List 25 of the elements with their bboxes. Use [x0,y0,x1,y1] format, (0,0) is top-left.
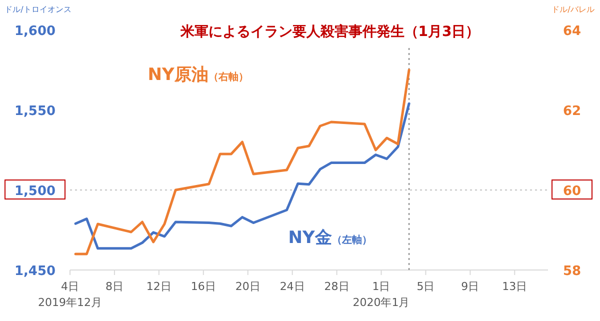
y-tick-label: 1,600 [14,24,56,39]
x-tick-label: 16日 [190,280,216,293]
x-tick-label: 28日 [324,280,350,293]
x-tick-label: 8日 [105,280,124,293]
x-tick-label: 13日 [502,280,528,293]
text: NY原油（右軸） [148,65,248,85]
y2-tick-label: 62 [562,104,582,119]
x-tick-label: 24日 [280,280,305,293]
x-tick-label: 1日 2020年1月 [352,280,410,309]
y2-tick-label: 60 [562,184,582,199]
y2-tick-label: 58 [562,264,582,279]
y-axis-title: ドル/トロイオンス [4,5,72,14]
x-tick-label: 9日 [461,280,480,293]
y2-axis-title: ドル/バレル [552,5,594,14]
y-tick-label: 1,500 [14,184,56,199]
x-tick-label: 5日 [416,280,435,293]
chart-title: 米軍によるイラン要人殺害事件発生（1月3日） [179,23,480,40]
x-tick-label: 12日 [146,280,172,293]
x-tick-label: 20日 [235,280,260,293]
y-tick-label: 1,450 [14,264,56,279]
x-tick-label: 4日 2019年12月 [38,280,102,309]
y2-tick-label: 64 [562,24,582,39]
y-tick-label: 1,550 [14,104,56,119]
line-series [74,102,410,250]
series-label: NY金（左軸） [288,228,372,248]
